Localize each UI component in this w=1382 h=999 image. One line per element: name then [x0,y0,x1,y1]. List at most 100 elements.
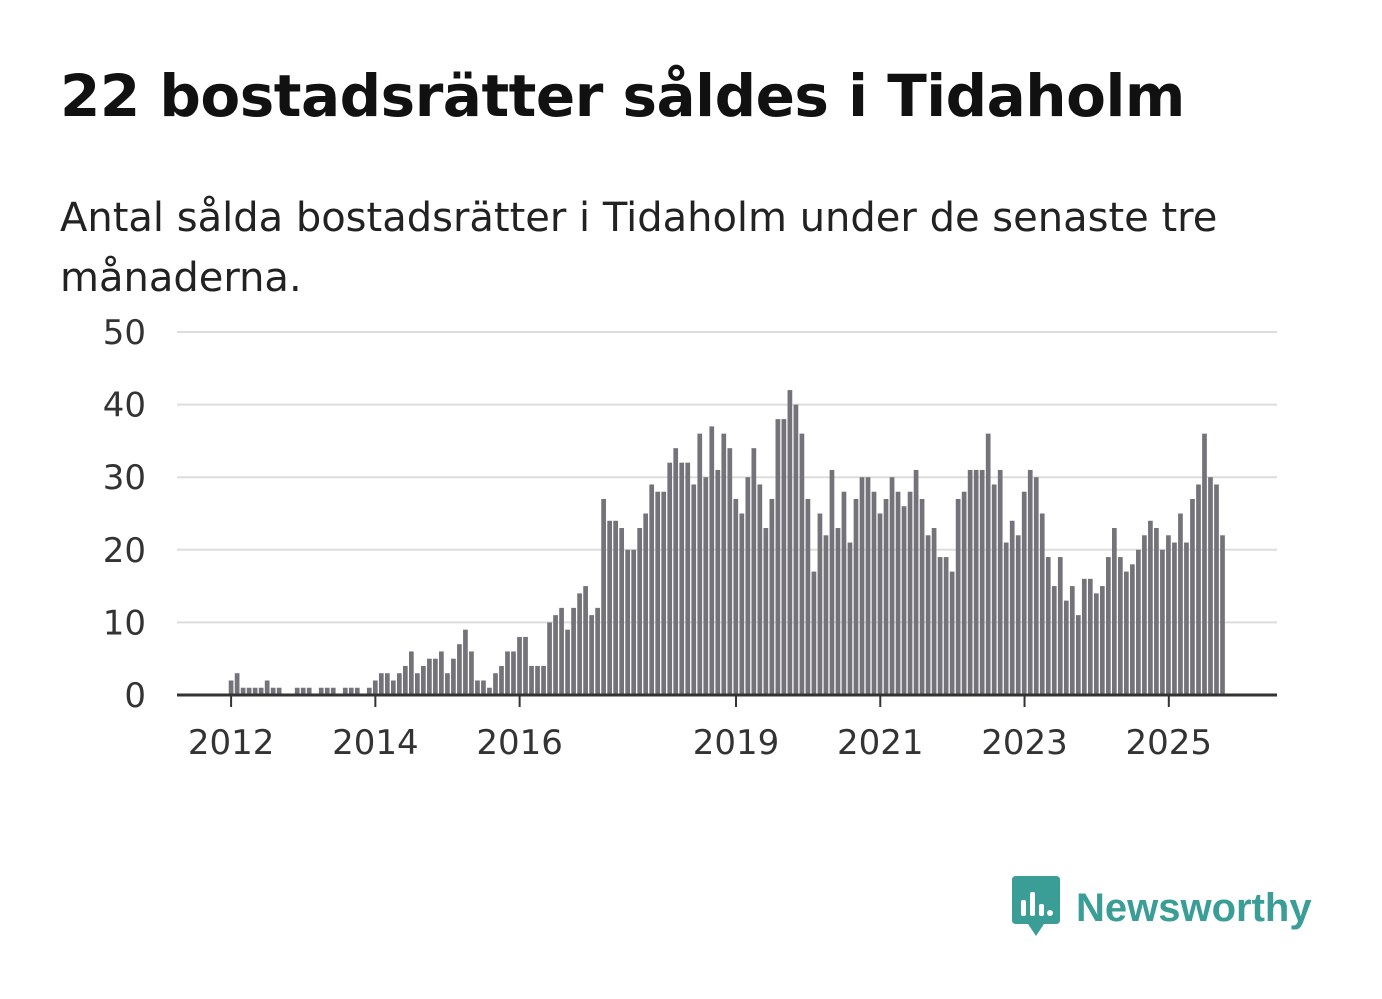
bar [799,433,805,695]
bar [859,477,865,695]
y-axis-labels: 0 10 20 30 40 50 [103,313,146,716]
bar [463,629,468,695]
bar [919,498,925,695]
bar [246,687,252,695]
bar [433,658,438,695]
bar [535,665,540,695]
bar [973,469,979,695]
bar [913,469,919,695]
bar [823,535,829,695]
bar [733,498,739,695]
highlight-annotation: 22 [1206,0,1251,36]
bar [457,644,462,695]
bar [1154,528,1159,695]
bar [1178,513,1183,695]
bar [745,477,751,695]
bar [979,469,985,695]
chart-title: 22 bostadsrätter såldes i Tidaholm [60,62,1185,130]
bar [703,477,709,695]
bar [487,687,492,695]
bars [228,390,1225,695]
bar [372,680,378,695]
bar [637,528,643,695]
bar [366,687,372,695]
bar [643,513,649,695]
bar [1087,578,1093,695]
bar [985,433,991,695]
bar [757,484,763,695]
bar [997,469,1003,695]
bar [258,687,264,695]
bar [1081,578,1087,695]
y-tick-label: 50 [103,313,146,353]
bar [583,586,588,695]
x-tick-label: 2012 [188,723,275,763]
bar [727,448,733,695]
bar [697,433,703,695]
bar [661,491,667,695]
bar [1202,433,1207,695]
bar [907,491,913,695]
bar [264,680,270,695]
bar [811,571,817,695]
bar [571,607,576,695]
bar [1184,542,1189,695]
y-tick-label: 30 [103,458,146,498]
bar [853,498,859,695]
bar [1015,535,1021,695]
bar [775,419,781,695]
bar [607,520,612,695]
bar [553,615,558,695]
bar [1166,535,1171,695]
bar [523,636,528,695]
x-tick-label: 2025 [1126,723,1213,763]
bar [384,673,390,695]
y-tick-label: 20 [103,531,146,571]
bar [396,673,402,695]
bar [883,498,889,695]
bar [1118,557,1123,695]
bar [300,687,306,695]
bar [1136,549,1141,695]
bar [655,491,661,695]
bar [1142,535,1147,695]
y-tick-label: 0 [124,676,146,716]
x-tick-label: 2021 [837,723,924,763]
bar [415,673,420,695]
bar [1214,484,1219,695]
bar [228,680,234,695]
bar [1057,557,1063,695]
bar [631,549,637,695]
bar [276,687,282,695]
bar [294,687,300,695]
bar [709,426,715,695]
bar [481,680,486,695]
bar [601,498,606,695]
bar [547,622,552,695]
bar [505,651,510,695]
bar [240,687,246,695]
bar [378,673,384,695]
bar [390,680,396,695]
bar [871,491,877,695]
bar [234,673,240,695]
bar [715,469,721,695]
bar [306,687,312,695]
bar [865,477,871,695]
brand-logo: Newsworthy [1010,876,1312,940]
bar [685,462,691,695]
bar [781,419,787,695]
bar [589,615,594,695]
bar [421,665,426,695]
bar [1130,564,1135,695]
bar [1172,542,1177,695]
bar [625,549,631,695]
bar [931,528,937,695]
newsworthy-logo-icon [1012,876,1060,936]
bar [270,687,276,695]
bar [895,491,901,695]
bar [1051,586,1057,695]
bar [649,484,655,695]
chart-subtitle: Antal sålda bostadsrätter i Tidaholm und… [60,195,1218,301]
bar [943,557,949,695]
